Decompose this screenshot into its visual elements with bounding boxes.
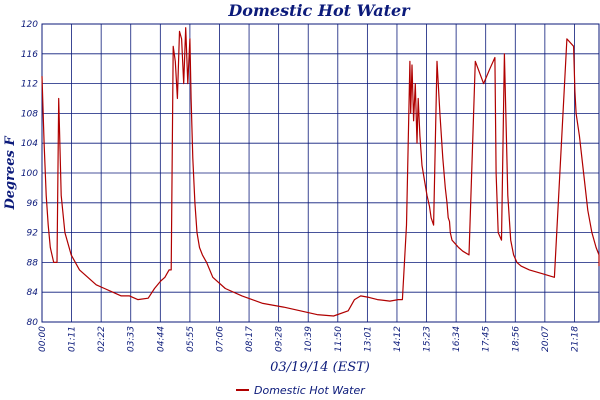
x-tick-label: 17:45 [482,326,492,352]
y-tick-label: 88 [27,258,39,268]
y-tick-label: 112 [21,80,38,90]
y-tick-label: 116 [21,50,38,60]
x-axis-label: 03/19/14 (EST) [270,360,370,375]
chart-title: Domestic Hot Water [227,1,411,20]
x-tick-label: 14:12 [393,326,403,352]
x-tick-label: 04:44 [156,326,166,352]
x-tick-label: 05:55 [186,326,196,352]
y-tick-label: 84 [27,288,39,298]
x-tick-label: 18:56 [511,326,521,352]
x-tick-label: 11:50 [334,326,344,352]
x-tick-label: 03:33 [127,326,137,352]
y-tick-labels: 80 84 88 92 96 100 104 108 112 116 120 [21,20,38,328]
x-tick-label: 00:00 [38,326,48,352]
x-tick-label: 15:23 [423,326,433,352]
y-tick-label: 80 [27,318,39,328]
y-tick-label: 96 [27,199,39,209]
series-line-domestic-hot-water [41,27,600,317]
x-tick-label: 07:06 [215,326,225,352]
y-tick-label: 104 [21,139,38,149]
y-tick-label: 120 [21,20,38,30]
legend-label: Domestic Hot Water [254,384,366,397]
y-tick-label: 92 [27,229,39,239]
x-tick-label: 20:07 [541,326,551,352]
y-tick-label: 100 [21,169,38,179]
y-axis-label: Degrees F [3,136,18,211]
x-tick-label: 10:39 [304,326,314,352]
x-tick-label: 01:11 [68,326,78,352]
x-tick-label: 08:17 [245,326,255,352]
x-tick-label: 09:28 [275,326,285,352]
y-tick-label: 108 [21,109,38,119]
x-tick-label: 16:34 [452,326,462,352]
x-tick-labels: 00:00 01:11 02:22 03:33 04:44 05:55 07:06 08:17… [38,326,580,352]
x-tick-label: 13:01 [363,326,373,352]
x-tick-label: 21:18 [570,326,580,352]
x-tick-label: 02:22 [97,326,107,352]
